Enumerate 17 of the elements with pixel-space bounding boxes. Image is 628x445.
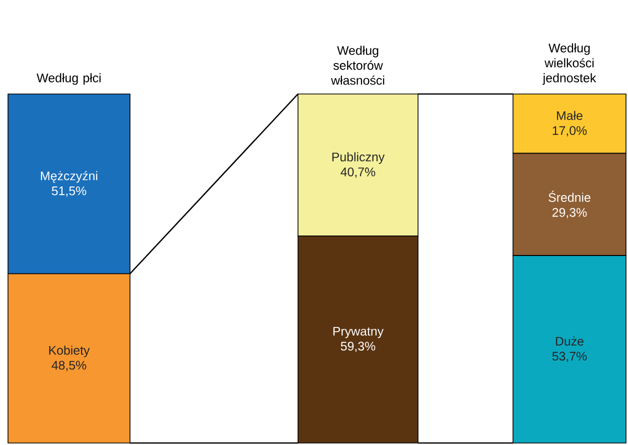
data-label: 51,5% — [52, 186, 86, 197]
series-label: Małe — [557, 110, 582, 120]
data-label: 48,5% — [52, 360, 86, 372]
chart-title: Według sektorów własności — [331, 46, 384, 85]
data-label: 29,3% — [552, 208, 587, 218]
chart-title: Według wielkości jednostek — [542, 43, 596, 85]
chart-title: Według płci — [36, 73, 101, 85]
data-label: 53,7% — [552, 352, 587, 362]
series-label: Mężczyźni — [40, 170, 98, 183]
data-label: 59,3% — [340, 342, 376, 352]
data-label: 17,0% — [552, 126, 587, 136]
series-label: Średnie — [548, 190, 590, 202]
series-label: Kobiety — [49, 346, 90, 358]
series-label: Duże — [556, 336, 584, 346]
data-label: 40,7% — [340, 168, 376, 178]
series-label: Prywatny — [333, 326, 384, 338]
series-label: Publiczny — [332, 152, 385, 164]
